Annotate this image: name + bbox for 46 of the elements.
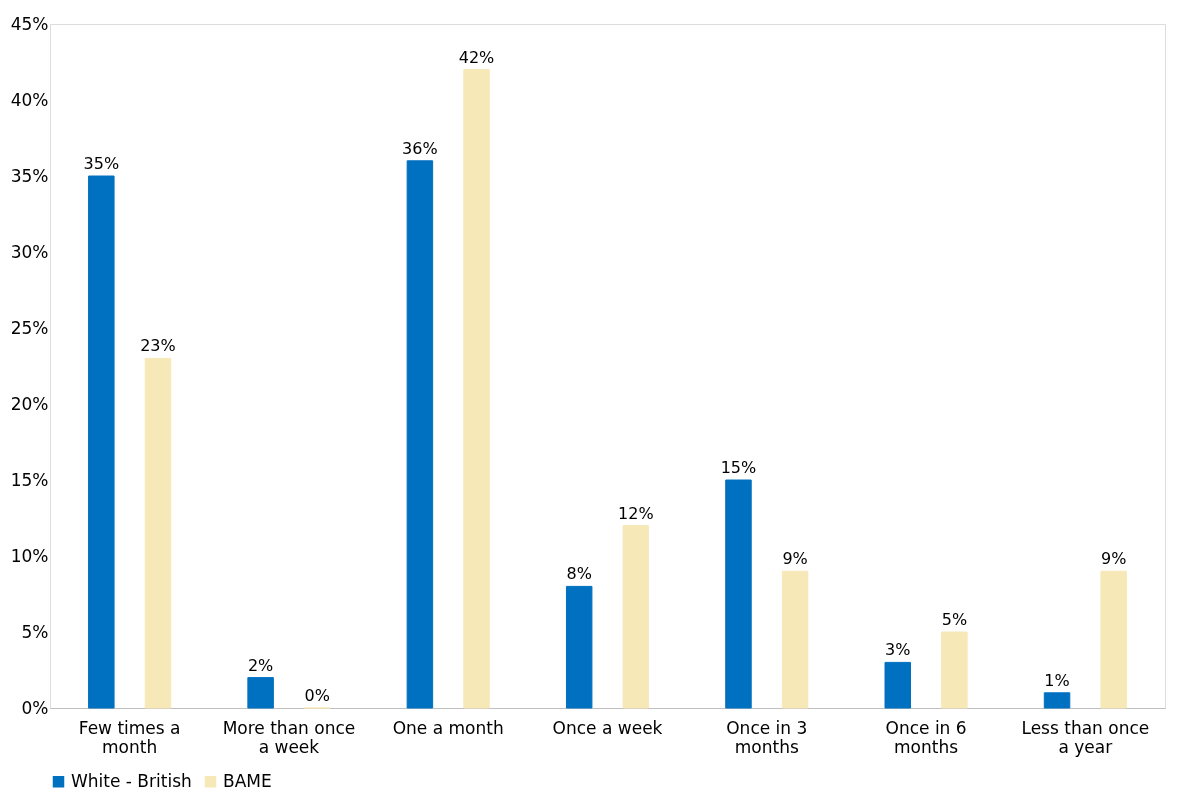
bar — [1043, 692, 1071, 709]
bar — [463, 69, 490, 709]
y-tick-label: 30% — [10, 241, 49, 262]
data-label: 8% — [566, 564, 592, 584]
data-label: 23% — [140, 336, 176, 356]
x-tick-label: Less than once a year — [1021, 717, 1150, 757]
bar — [565, 585, 593, 709]
data-label: 35% — [83, 154, 120, 173]
y-tick-label: 15% — [10, 469, 49, 490]
y-tick-label: 5% — [21, 621, 49, 642]
bar — [406, 160, 434, 709]
bar — [725, 479, 752, 709]
x-tick-label: More than once a week — [222, 717, 356, 757]
x-tick-label: Once in 3 months — [726, 717, 808, 757]
data-label: 3% — [885, 640, 911, 660]
bar — [781, 570, 809, 709]
data-label: 5% — [941, 610, 968, 629]
bar — [247, 677, 274, 709]
legend-label: BAME — [223, 770, 272, 791]
bar — [622, 525, 650, 709]
y-tick-label: 35% — [10, 165, 49, 186]
y-tick-label: 25% — [10, 317, 49, 338]
data-label: 36% — [402, 138, 438, 158]
data-label: 9% — [782, 549, 808, 569]
data-label: 2% — [247, 655, 274, 675]
x-tick-label: Once a week — [552, 717, 663, 738]
data-label: 1% — [1044, 670, 1070, 690]
data-label: 12% — [618, 503, 654, 523]
bar — [884, 661, 911, 709]
bar — [941, 631, 968, 709]
bar — [144, 357, 172, 709]
data-label: 42% — [458, 47, 495, 67]
data-label: 15% — [720, 458, 757, 477]
data-label: 9% — [1100, 549, 1127, 569]
bar — [88, 175, 115, 709]
y-tick-label: 10% — [10, 545, 49, 566]
x-tick-label: Few times a month — [78, 717, 181, 757]
y-tick-label: 40% — [10, 89, 49, 110]
data-label: 0% — [304, 686, 330, 705]
y-tick-label: 0% — [21, 697, 49, 718]
x-tick-label: One a month — [392, 717, 504, 738]
x-tick-label: Once in 6 months — [885, 717, 967, 757]
y-tick-label: 20% — [10, 393, 49, 414]
y-tick-label: 45% — [10, 13, 49, 34]
legend-label: White - British — [71, 770, 192, 791]
bar — [1100, 570, 1127, 709]
